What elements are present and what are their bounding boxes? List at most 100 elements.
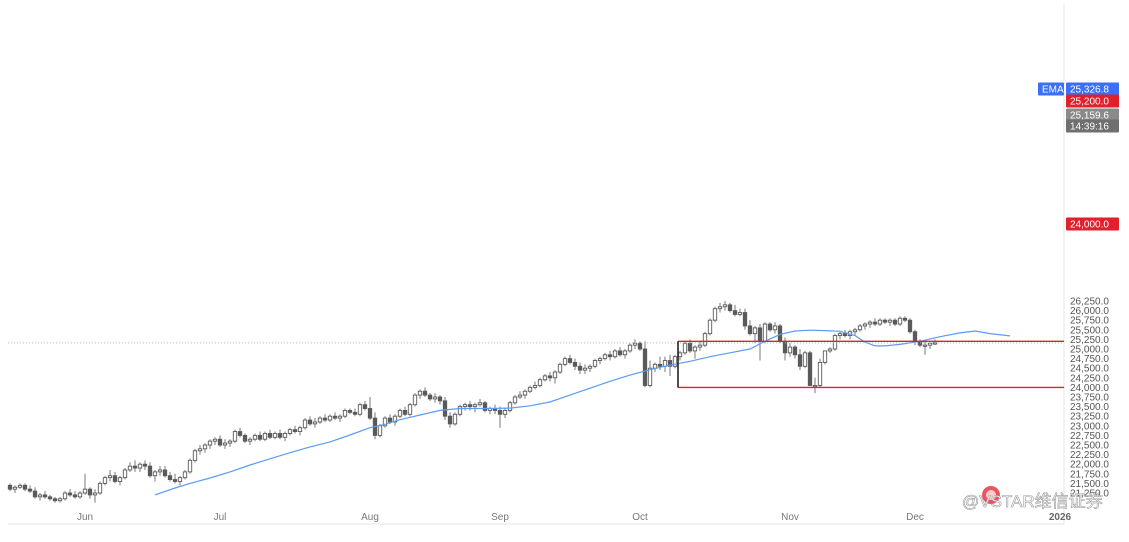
ema-value-badge: 25,326.8: [1066, 82, 1119, 96]
candle-body-up: [252, 434, 258, 440]
candle-body-up: [302, 419, 308, 429]
candle-body-up: [752, 327, 758, 335]
candle-body-down: [617, 350, 623, 356]
candle-body-up: [82, 488, 88, 494]
candle-body-up: [327, 415, 333, 421]
price-badges: EMA 25,326.825,200.0 25,159.614:39:16 24,00…: [1038, 82, 1119, 231]
candle-body-up: [692, 346, 698, 352]
candle-body-up: [102, 477, 108, 484]
candle-body-down: [7, 484, 13, 490]
candle-body-down: [687, 342, 693, 352]
candle-body-down: [67, 492, 73, 496]
candle-body-up: [17, 484, 23, 488]
candle-body-down: [402, 409, 408, 415]
candle-body-up: [722, 304, 728, 308]
candle-body-up: [92, 492, 98, 496]
y-tick-label: 21,500.0: [1070, 479, 1109, 490]
candle-body-up: [827, 348, 833, 352]
candle-body-down: [277, 433, 283, 438]
candle-body-down: [367, 408, 373, 419]
candle-body-down: [442, 400, 448, 417]
candle-body-down: [87, 488, 93, 496]
candle-body-up: [552, 371, 558, 379]
level-upper-badge-bg: [1066, 94, 1119, 108]
candle-body-up: [357, 404, 363, 415]
candle-body-up: [597, 358, 603, 361]
candle-body-up: [417, 390, 423, 396]
candle-body-up: [682, 342, 688, 354]
candle-body-down: [902, 317, 908, 321]
candle-body-down: [742, 312, 748, 327]
candle-body-up: [557, 363, 563, 373]
candle-body-up: [297, 427, 303, 433]
candle-body-up: [582, 367, 588, 371]
candle-body-up: [412, 394, 418, 406]
candle-body-down: [797, 354, 803, 367]
candle-body-down: [732, 310, 738, 315]
candle-body-up: [177, 477, 183, 482]
candle-body-down: [242, 434, 248, 442]
ema-label-badge-text: EMA: [1042, 85, 1064, 96]
candle-body-up: [707, 319, 713, 335]
last-price-badge-bg: [1066, 108, 1119, 122]
candle-body-up: [382, 417, 388, 427]
candle-body-up: [672, 356, 678, 367]
candle-body-down: [607, 354, 613, 358]
candle-body-down: [912, 331, 918, 342]
candle-body-down: [112, 475, 118, 482]
y-tick-label: 23,500.0: [1070, 402, 1109, 413]
candle-body-down: [147, 465, 153, 477]
candle-body-up: [107, 475, 113, 479]
ema-value-badge-bg: [1066, 82, 1119, 96]
candle-body-up: [562, 358, 568, 365]
candle-body-up: [712, 308, 718, 321]
candle-body-down: [32, 490, 38, 498]
candle-body-up: [502, 409, 508, 415]
candle-body-down: [882, 319, 888, 323]
candle-body-up: [612, 350, 618, 358]
support-resistance-levels: [677, 340, 1064, 389]
last-price-badge: 25,159.6: [1066, 108, 1119, 122]
candle-body-up: [817, 361, 823, 386]
y-tick-label: 24,000.0: [1070, 383, 1109, 394]
candle-body-up: [522, 390, 528, 396]
candle-body-down: [447, 415, 453, 425]
candle-body-up: [837, 333, 843, 337]
candle-body-up: [922, 344, 928, 347]
candle-body-up: [377, 425, 383, 436]
candle-body-down: [872, 321, 878, 325]
candle-body-up: [222, 442, 228, 446]
candle-body-down: [162, 469, 168, 477]
x-tick-label: Oct: [632, 512, 648, 523]
candle-body-up: [97, 482, 103, 494]
candle-body-up: [462, 404, 468, 408]
y-tick-label: 24,250.0: [1070, 373, 1109, 384]
candle-body-up: [517, 394, 523, 398]
y-tick-label: 26,000.0: [1070, 306, 1109, 317]
x-tick-label: Sep: [491, 512, 509, 523]
candle-body-up: [197, 448, 203, 452]
candle-body-up: [542, 375, 548, 381]
candle-body-up: [207, 440, 213, 446]
candle-body-up: [622, 350, 628, 356]
candle-body-down: [292, 429, 298, 433]
candle-body-down: [642, 348, 648, 386]
candle-body-up: [202, 444, 208, 450]
level-lower-badge-text: 24,000.0: [1070, 220, 1109, 231]
candle-body-up: [37, 494, 43, 498]
candle-body-up: [717, 306, 723, 310]
y-tick-label: 23,000.0: [1070, 421, 1109, 432]
candle-body-up: [527, 386, 533, 392]
candle-body-up: [212, 438, 218, 442]
candle-body-down: [257, 434, 263, 440]
candle-body-down: [907, 319, 913, 333]
y-tick-label: 26,250.0: [1070, 297, 1109, 308]
candle-body-down: [767, 323, 773, 331]
candle-body-up: [272, 433, 278, 438]
candle-body-up: [477, 402, 483, 406]
candle-body-down: [267, 433, 273, 438]
candle-body-down: [142, 463, 148, 467]
candle-body-up: [697, 344, 703, 348]
